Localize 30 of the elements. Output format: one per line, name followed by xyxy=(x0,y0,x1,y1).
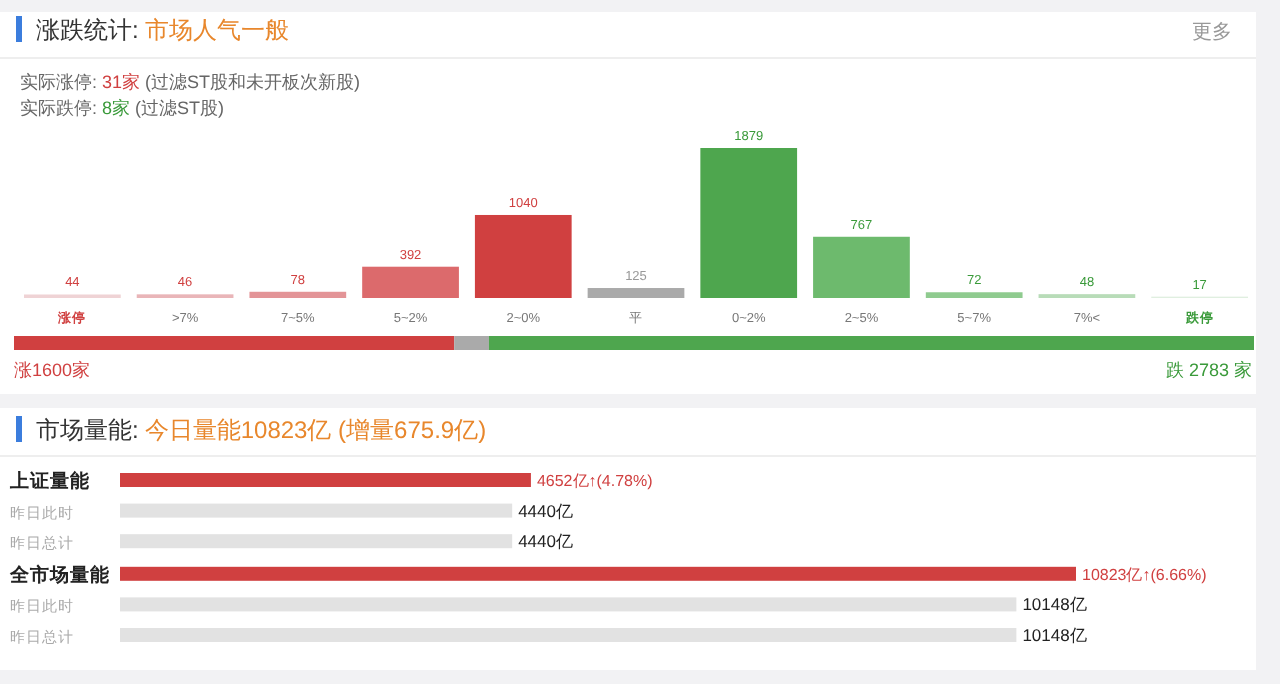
chart-subtitle: 市场人气一般 xyxy=(144,16,289,44)
bar xyxy=(474,214,572,298)
chart-subtitle: 今日量能10823亿 (增量675.9亿) xyxy=(144,416,487,444)
text: 实际涨停: 31家 (过滤ST股和未开板次新股) xyxy=(20,72,361,92)
bar xyxy=(249,291,347,298)
data-label: 4652亿↑(4.78%) xyxy=(536,472,654,490)
chart-title: 市场量能: xyxy=(36,416,139,444)
bar xyxy=(925,292,1023,298)
data-label: 10823亿↑(6.66%) xyxy=(1082,565,1208,584)
text: 涨1600家 xyxy=(14,360,91,380)
data-label: 10148亿 xyxy=(1022,625,1088,645)
data-label: 10148亿 xyxy=(1022,594,1088,615)
chart-title: 涨跌统计: xyxy=(36,16,139,44)
data-label: 4440亿 xyxy=(518,500,575,521)
data-label: 4440亿 xyxy=(518,531,575,552)
text: 跌 2783 家 xyxy=(1165,360,1252,380)
text: 更多 xyxy=(1192,20,1232,44)
bar xyxy=(120,566,1076,581)
bar xyxy=(120,534,513,549)
bar xyxy=(813,236,910,298)
bar xyxy=(700,148,798,298)
bar xyxy=(120,503,513,518)
bar xyxy=(362,266,459,298)
bar xyxy=(587,288,685,298)
y-tick-label: 上证量能 xyxy=(8,469,90,493)
bar xyxy=(120,473,531,487)
text: 实际跌停: 8家 (过滤ST股) xyxy=(20,98,225,118)
y-tick-label: 全市场量能 xyxy=(8,562,110,587)
bar xyxy=(120,597,1017,612)
bar xyxy=(120,628,1017,642)
